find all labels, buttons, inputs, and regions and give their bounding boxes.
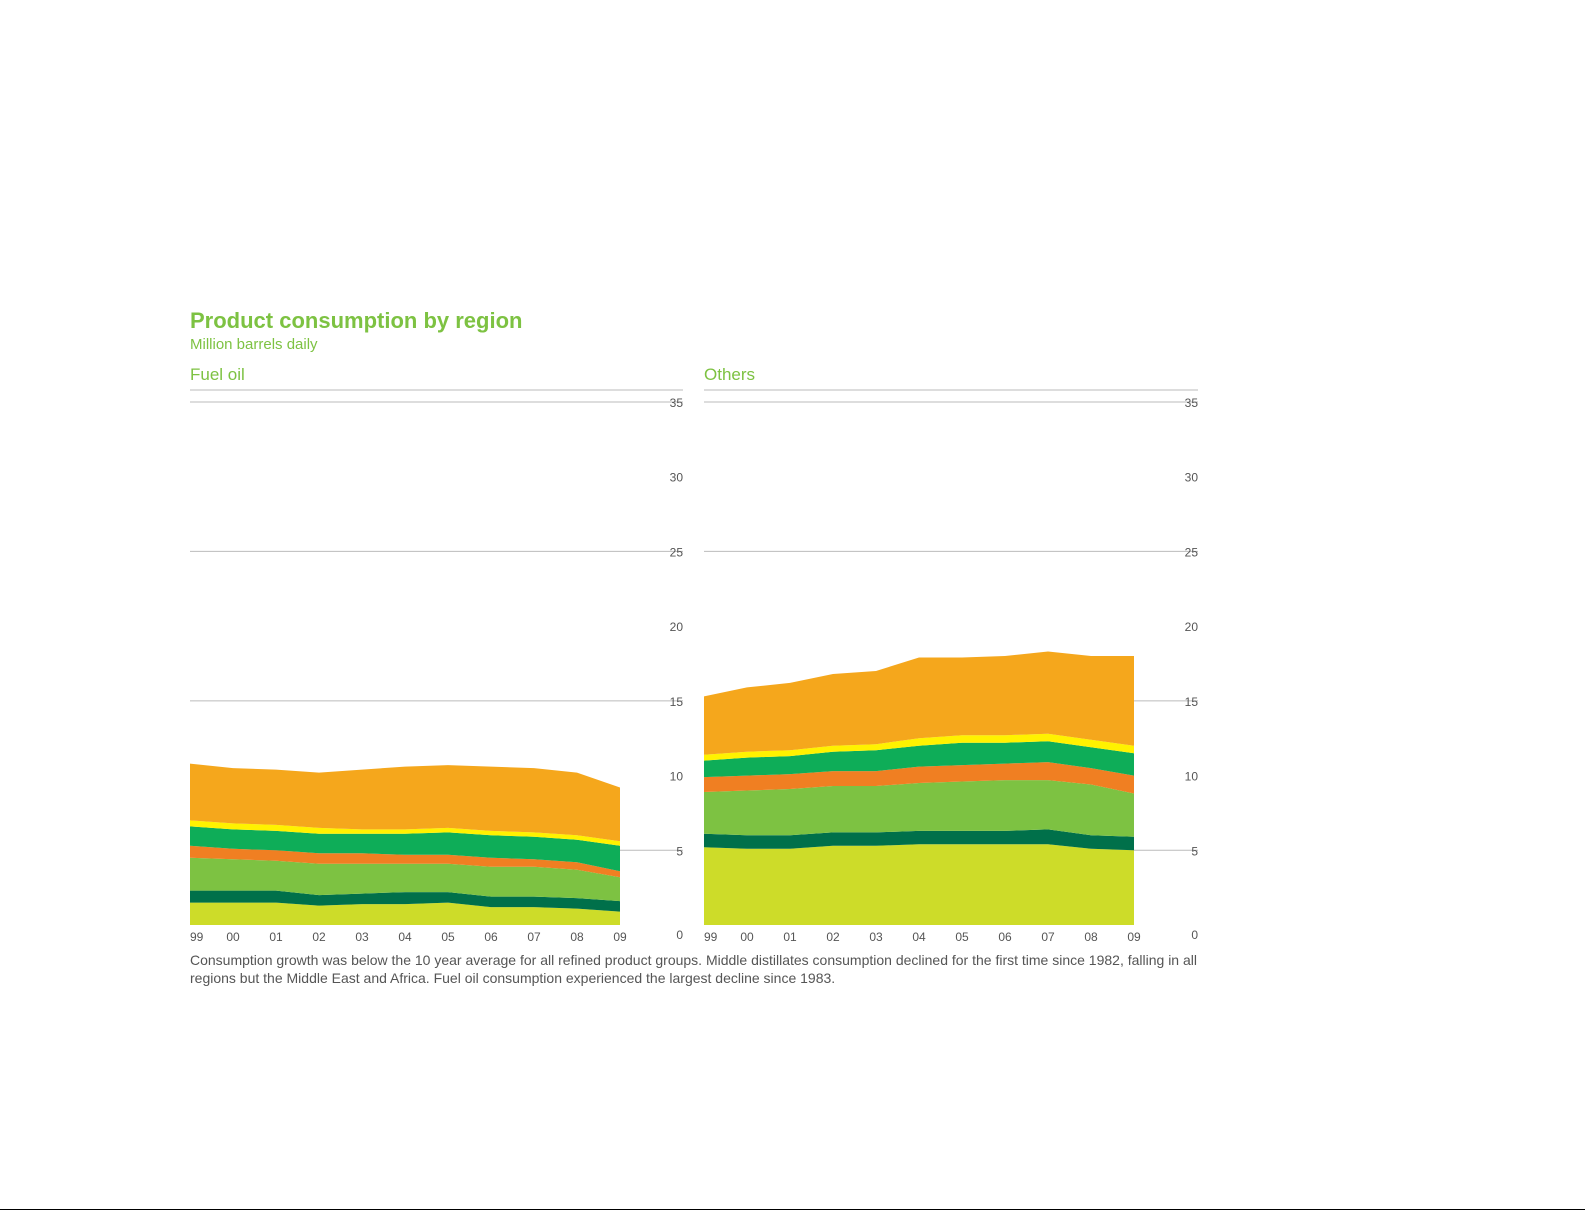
x-tick-label: 05 xyxy=(441,930,455,944)
x-tick-label: 01 xyxy=(783,930,797,944)
x-tick-label: 04 xyxy=(912,930,926,944)
x-tick-label: 99 xyxy=(704,930,718,944)
x-tick-label: 00 xyxy=(226,930,240,944)
area-layer-1 xyxy=(190,902,620,925)
area-layer-4 xyxy=(190,845,620,878)
area-layer-2 xyxy=(704,829,1134,851)
x-tick-label: 02 xyxy=(826,930,840,944)
x-tick-label: 04 xyxy=(398,930,412,944)
page-bottom-rule xyxy=(0,1209,1585,1210)
x-tick-label: 03 xyxy=(869,930,883,944)
area-layer-4 xyxy=(704,762,1134,794)
y-tick-label: 5 xyxy=(676,844,683,858)
x-tick-label: 00 xyxy=(740,930,754,944)
area-layer-7 xyxy=(704,651,1134,755)
chart-title: Product consumption by region xyxy=(190,308,523,333)
x-tick-label: 06 xyxy=(998,930,1012,944)
panel-title: Others xyxy=(704,365,755,384)
x-tick-label: 08 xyxy=(570,930,584,944)
x-tick-label: 99 xyxy=(190,930,204,944)
y-tick-label: 20 xyxy=(1185,620,1199,634)
area-layer-3 xyxy=(704,780,1134,837)
y-tick-label: 30 xyxy=(670,471,684,485)
x-tick-label: 07 xyxy=(1041,930,1055,944)
panel-title: Fuel oil xyxy=(190,365,245,384)
area-layer-6 xyxy=(190,820,620,846)
y-tick-label: 0 xyxy=(676,928,683,942)
x-tick-label: 06 xyxy=(484,930,498,944)
area-layer-1 xyxy=(704,844,1134,925)
x-tick-label: 01 xyxy=(269,930,283,944)
x-tick-label: 09 xyxy=(613,930,627,944)
chart-caption: Consumption growth was below the 10 year… xyxy=(190,952,1197,986)
area-layer-5 xyxy=(190,826,620,872)
area-layer-2 xyxy=(190,890,620,912)
area-layer-6 xyxy=(704,733,1134,761)
y-tick-label: 35 xyxy=(1185,396,1199,410)
area-layer-5 xyxy=(704,741,1134,778)
y-tick-label: 25 xyxy=(670,545,684,559)
x-tick-label: 02 xyxy=(312,930,326,944)
x-tick-label: 09 xyxy=(1127,930,1141,944)
y-tick-label: 5 xyxy=(1191,844,1198,858)
x-tick-label: 08 xyxy=(1084,930,1098,944)
y-tick-label: 35 xyxy=(670,396,684,410)
y-tick-label: 0 xyxy=(1191,928,1198,942)
chart-subtitle: Million barrels daily xyxy=(190,336,318,353)
y-tick-label: 10 xyxy=(1185,770,1199,784)
area-layer-3 xyxy=(190,857,620,902)
area-layer-7 xyxy=(190,763,620,842)
y-tick-label: 10 xyxy=(670,770,684,784)
x-tick-label: 07 xyxy=(527,930,541,944)
x-tick-label: 03 xyxy=(355,930,369,944)
y-tick-label: 30 xyxy=(1185,471,1199,485)
y-tick-label: 15 xyxy=(1185,695,1199,709)
y-tick-label: 15 xyxy=(670,695,684,709)
x-tick-label: 05 xyxy=(955,930,969,944)
y-tick-label: 25 xyxy=(1185,545,1199,559)
y-tick-label: 20 xyxy=(670,620,684,634)
